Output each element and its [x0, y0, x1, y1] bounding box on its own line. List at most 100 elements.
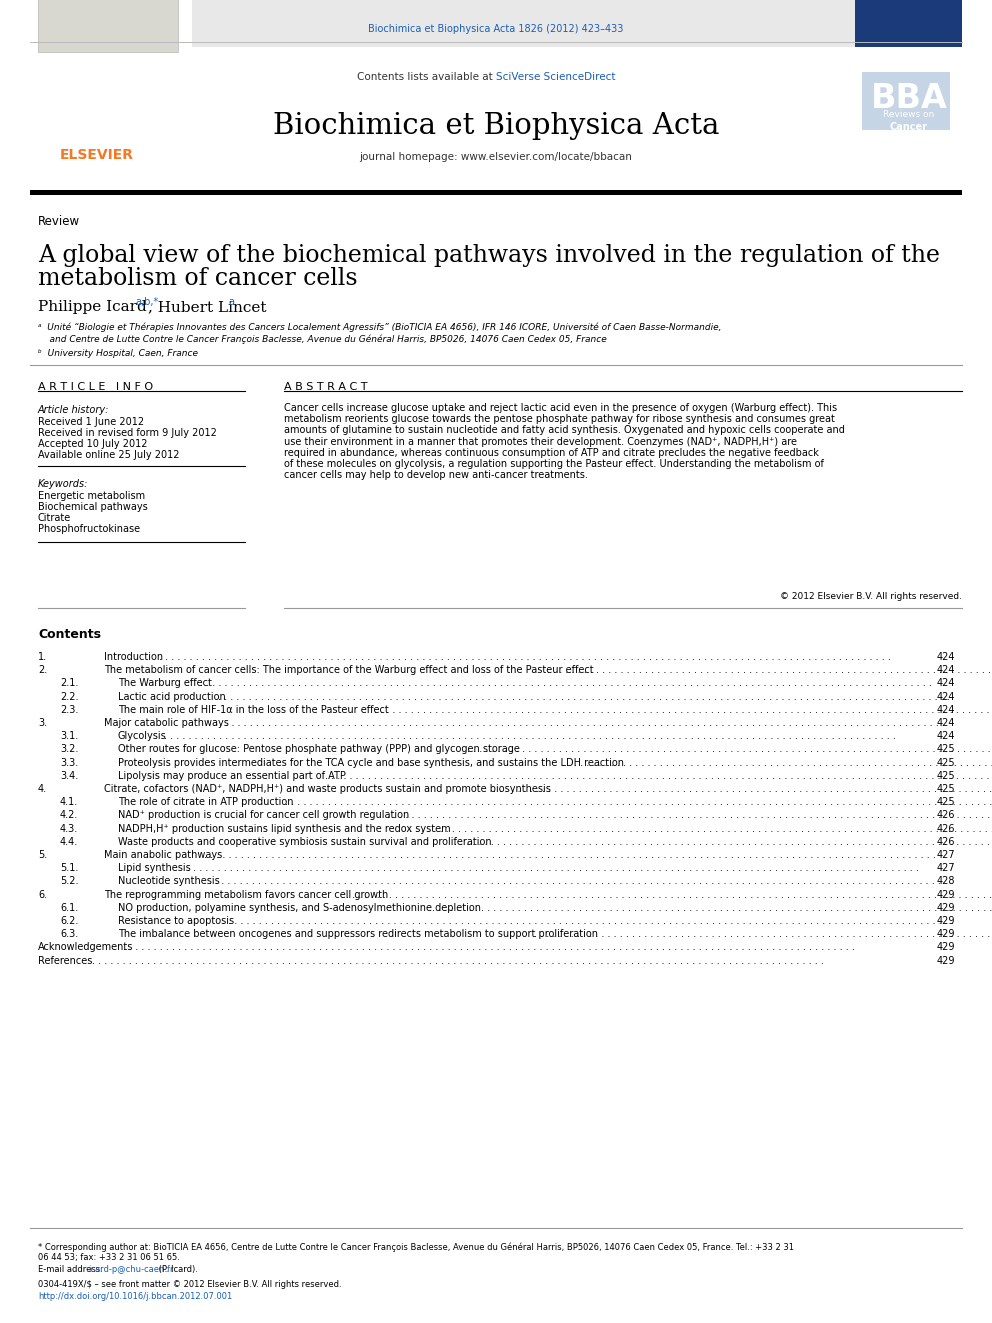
- Text: NADPH,H⁺ production sustains lipid synthesis and the redox system: NADPH,H⁺ production sustains lipid synth…: [118, 824, 450, 833]
- Text: Available online 25 July 2012: Available online 25 July 2012: [38, 450, 180, 460]
- Text: 4.2.: 4.2.: [60, 811, 78, 820]
- Text: 429: 429: [936, 916, 955, 926]
- Text: 1.: 1.: [38, 652, 48, 662]
- Text: 3.: 3.: [38, 718, 48, 728]
- Text: Resistance to apoptosis: Resistance to apoptosis: [118, 916, 234, 926]
- Text: Contents lists available at: Contents lists available at: [357, 71, 496, 82]
- Text: The metabolism of cancer cells: The importance of the Warburg effect and loss of: The metabolism of cancer cells: The impo…: [104, 665, 593, 675]
- Text: Phosphofructokinase: Phosphofructokinase: [38, 524, 140, 534]
- Text: 426: 426: [936, 811, 955, 820]
- Text: . . . . . . . . . . . . . . . . . . . . . . . . . . . . . . . . . . . . . . . . : . . . . . . . . . . . . . . . . . . . . …: [493, 785, 992, 794]
- Text: . . . . . . . . . . . . . . . . . . . . . . . . . . . . . . . . . . . . . . . . : . . . . . . . . . . . . . . . . . . . . …: [453, 837, 992, 847]
- Text: 424: 424: [936, 679, 955, 688]
- Text: SciVerse ScienceDirect: SciVerse ScienceDirect: [496, 71, 615, 82]
- Text: Reviews on: Reviews on: [883, 110, 934, 119]
- Text: . . . . . . . . . . . . . . . . . . . . . . . . . . . . . . . . . . . . . . . . : . . . . . . . . . . . . . . . . . . . . …: [574, 758, 992, 767]
- Text: 4.3.: 4.3.: [60, 824, 78, 833]
- Bar: [855, 0, 962, 48]
- Text: 6.1.: 6.1.: [60, 902, 78, 913]
- Text: 2.2.: 2.2.: [60, 692, 78, 701]
- Text: (P. Icard).: (P. Icard).: [156, 1265, 197, 1274]
- Text: Article history:: Article history:: [38, 405, 109, 415]
- Text: 425: 425: [936, 758, 955, 767]
- Text: . . . . . . . . . . . . . . . . . . . . . . . . . . . . . . . . . . . . . . . . : . . . . . . . . . . . . . . . . . . . . …: [534, 929, 992, 939]
- Text: The Warburg effect: The Warburg effect: [118, 679, 212, 688]
- Text: E-mail address:: E-mail address:: [38, 1265, 105, 1274]
- Text: Main anabolic pathways: Main anabolic pathways: [104, 849, 222, 860]
- Text: a: a: [228, 296, 234, 307]
- Text: 427: 427: [936, 849, 955, 860]
- Text: , Hubert Lincet: , Hubert Lincet: [148, 300, 272, 314]
- Text: Major catabolic pathways: Major catabolic pathways: [104, 718, 229, 728]
- Text: 6.2.: 6.2.: [60, 916, 78, 926]
- Bar: [30, 191, 962, 194]
- Text: . . . . . . . . . . . . . . . . . . . . . . . . . . . . . . . . . . . . . . . . : . . . . . . . . . . . . . . . . . . . . …: [213, 718, 947, 728]
- Text: 425: 425: [936, 771, 955, 781]
- Text: The reprogramming metabolism favors cancer cell growth: The reprogramming metabolism favors canc…: [104, 889, 388, 900]
- Text: . . . . . . . . . . . . . . . . . . . . . . . . . . . . . . . . . . . . . . . . : . . . . . . . . . . . . . . . . . . . . …: [200, 679, 935, 688]
- Text: 424: 424: [936, 732, 955, 741]
- Text: Citrate: Citrate: [38, 513, 71, 523]
- Text: . . . . . . . . . . . . . . . . . . . . . . . . . . . . . . . . . . . . . . . . : . . . . . . . . . . . . . . . . . . . . …: [547, 665, 992, 675]
- Text: . . . . . . . . . . . . . . . . . . . . . . . . . . . . . . . . . . . . . . . . : . . . . . . . . . . . . . . . . . . . . …: [160, 652, 895, 662]
- Text: . . . . . . . . . . . . . . . . . . . . . . . . . . . . . . . . . . . . . . . . : . . . . . . . . . . . . . . . . . . . . …: [285, 798, 992, 807]
- Text: 426: 426: [936, 837, 955, 847]
- Text: . . . . . . . . . . . . . . . . . . . . . . . . . . . . . . . . . . . . . . . . : . . . . . . . . . . . . . . . . . . . . …: [218, 692, 953, 701]
- Text: 5.2.: 5.2.: [60, 876, 78, 886]
- Text: * Corresponding author at: BioTICIA EA 4656, Centre de Lutte Contre le Cancer Fr: * Corresponding author at: BioTICIA EA 4…: [38, 1242, 794, 1252]
- Text: . . . . . . . . . . . . . . . . . . . . . . . . . . . . . . . . . . . . . . . . : . . . . . . . . . . . . . . . . . . . . …: [467, 745, 992, 754]
- Text: ELSEVIER: ELSEVIER: [60, 148, 134, 161]
- Text: . . . . . . . . . . . . . . . . . . . . . . . . . . . . . . . . . . . . . . . . : . . . . . . . . . . . . . . . . . . . . …: [165, 732, 900, 741]
- Text: ᵃ  Unité “Biologie et Thérapies Innovantes des Cancers Localement Agressifs” (Bi: ᵃ Unité “Biologie et Thérapies Innovante…: [38, 323, 721, 332]
- Text: 429: 429: [936, 942, 955, 953]
- Text: ᵇ  University Hospital, Caen, France: ᵇ University Hospital, Caen, France: [38, 349, 198, 359]
- Text: metabolism reorients glucose towards the pentose phosphate pathway for ribose sy: metabolism reorients glucose towards the…: [284, 414, 835, 425]
- Text: http://dx.doi.org/10.1016/j.bbcan.2012.07.001: http://dx.doi.org/10.1016/j.bbcan.2012.0…: [38, 1293, 232, 1301]
- Text: Citrate, cofactors (NAD⁺, NADPH,H⁺) and waste products sustain and promote biosy: Citrate, cofactors (NAD⁺, NADPH,H⁺) and …: [104, 785, 551, 794]
- Text: 2.1.: 2.1.: [60, 679, 78, 688]
- Text: 6.3.: 6.3.: [60, 929, 78, 939]
- Text: a,b,*: a,b,*: [135, 296, 159, 307]
- Text: Acknowledgements: Acknowledgements: [38, 942, 133, 953]
- Text: . . . . . . . . . . . . . . . . . . . . . . . . . . . . . . . . . . . . . . . . : . . . . . . . . . . . . . . . . . . . . …: [374, 705, 992, 714]
- Text: Biochimica et Biophysica Acta 1826 (2012) 423–433: Biochimica et Biophysica Acta 1826 (2012…: [368, 24, 624, 34]
- Text: 429: 429: [936, 889, 955, 900]
- Text: BBA: BBA: [871, 82, 947, 115]
- Text: 425: 425: [936, 798, 955, 807]
- Text: . . . . . . . . . . . . . . . . . . . . . . . . . . . . . . . . . . . . . . . . : . . . . . . . . . . . . . . . . . . . . …: [410, 824, 992, 833]
- Text: 6.: 6.: [38, 889, 48, 900]
- Text: . . . . . . . . . . . . . . . . . . . . . . . . . . . . . . . . . . . . . . . . : . . . . . . . . . . . . . . . . . . . . …: [222, 916, 957, 926]
- Text: 429: 429: [936, 955, 955, 966]
- Text: . . . . . . . . . . . . . . . . . . . . . . . . . . . . . . . . . . . . . . . . : . . . . . . . . . . . . . . . . . . . . …: [346, 889, 992, 900]
- Text: 3.3.: 3.3.: [60, 758, 78, 767]
- Bar: [30, 0, 192, 48]
- Bar: [862, 71, 950, 130]
- Text: Cancer: Cancer: [890, 122, 928, 132]
- Text: 3.1.: 3.1.: [60, 732, 78, 741]
- Text: © 2012 Elsevier B.V. All rights reserved.: © 2012 Elsevier B.V. All rights reserved…: [780, 591, 962, 601]
- Text: amounts of glutamine to sustain nucleotide and fatty acid synthesis. Oxygenated : amounts of glutamine to sustain nucleoti…: [284, 426, 845, 435]
- Text: References: References: [38, 955, 92, 966]
- Text: Received in revised form 9 July 2012: Received in revised form 9 July 2012: [38, 429, 217, 438]
- Text: and Centre de Lutte Contre le Cancer François Baclesse, Avenue du Général Harris: and Centre de Lutte Contre le Cancer Fra…: [38, 333, 607, 344]
- Text: Philippe Icard: Philippe Icard: [38, 300, 152, 314]
- Text: 425: 425: [936, 745, 955, 754]
- Text: Cancer cells increase glucose uptake and reject lactic acid even in the presence: Cancer cells increase glucose uptake and…: [284, 404, 837, 413]
- Text: 425: 425: [936, 785, 955, 794]
- Text: 428: 428: [936, 876, 955, 886]
- Text: . . . . . . . . . . . . . . . . . . . . . . . . . . . . . . . . . . . . . . . . : . . . . . . . . . . . . . . . . . . . . …: [209, 876, 944, 886]
- Text: cancer cells may help to develop new anti-cancer treatments.: cancer cells may help to develop new ant…: [284, 470, 588, 480]
- Text: 4.4.: 4.4.: [60, 837, 78, 847]
- Text: 424: 424: [936, 665, 955, 675]
- Text: 426: 426: [936, 824, 955, 833]
- Text: 4.: 4.: [38, 785, 48, 794]
- Text: . . . . . . . . . . . . . . . . . . . . . . . . . . . . . . . . . . . . . . . . : . . . . . . . . . . . . . . . . . . . . …: [186, 863, 922, 873]
- Text: 3.2.: 3.2.: [60, 745, 78, 754]
- Text: A B S T R A C T: A B S T R A C T: [284, 382, 367, 392]
- Text: A R T I C L E   I N F O: A R T I C L E I N F O: [38, 382, 153, 392]
- Text: Proteolysis provides intermediates for the TCA cycle and base synthesis, and sus: Proteolysis provides intermediates for t…: [118, 758, 624, 767]
- Text: 424: 424: [936, 718, 955, 728]
- Bar: [30, 0, 962, 48]
- Text: The main role of HIF-1α in the loss of the Pasteur effect: The main role of HIF-1α in the loss of t…: [118, 705, 389, 714]
- Text: 424: 424: [936, 652, 955, 662]
